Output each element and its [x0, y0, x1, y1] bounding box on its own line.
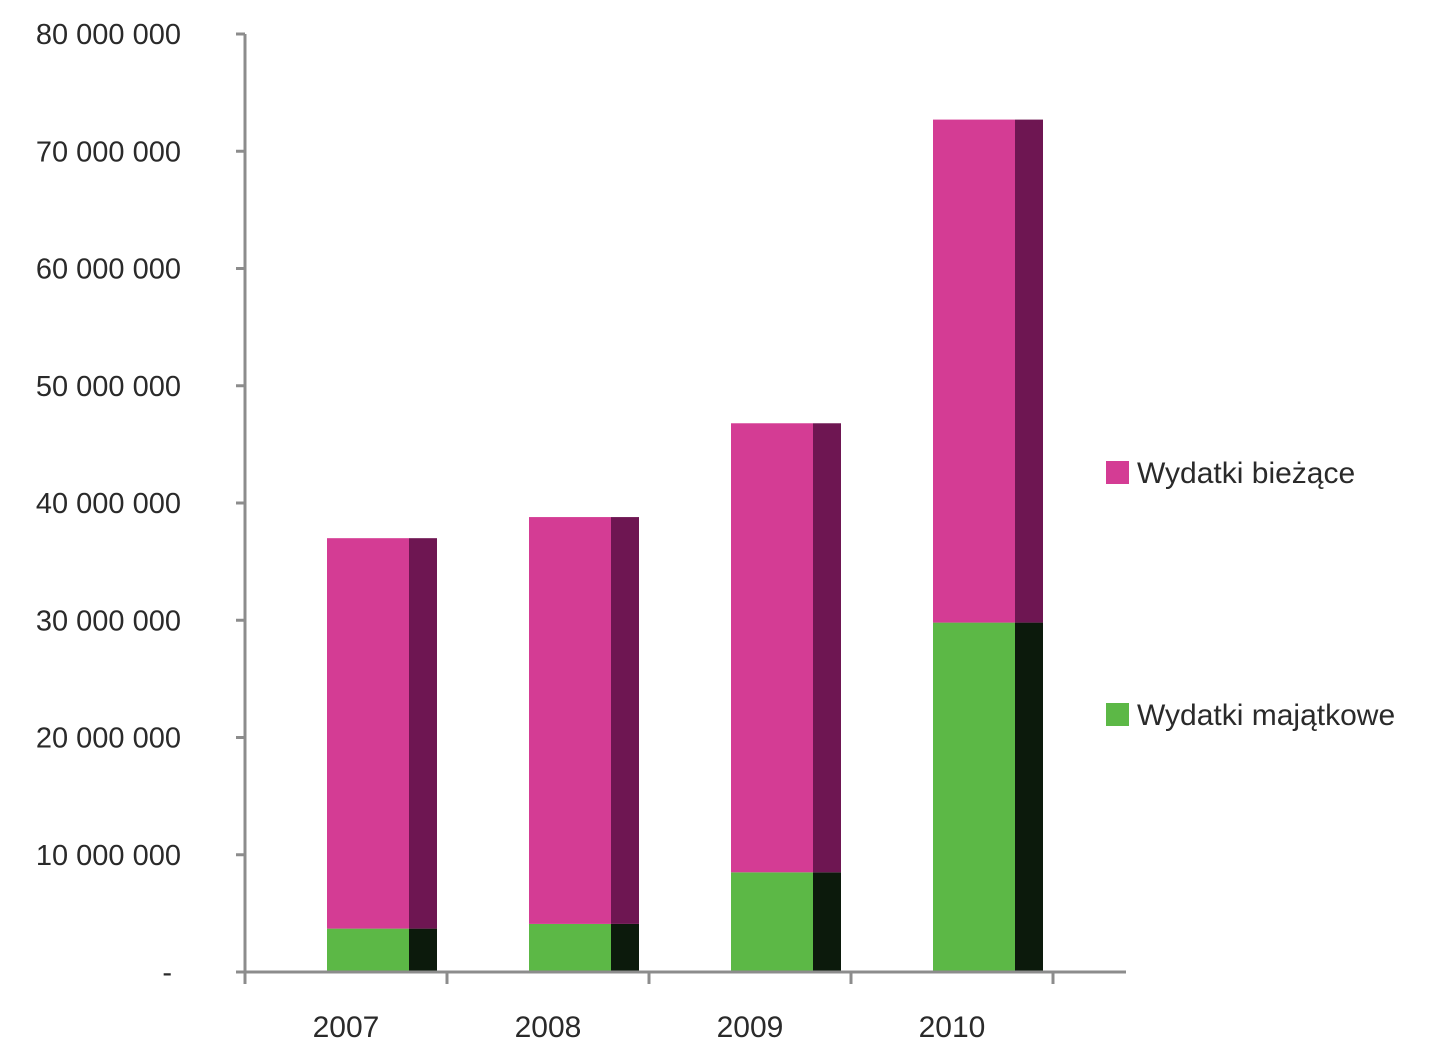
plot-area: [327, 119, 1043, 972]
y-tick-label: 30 000 000: [36, 605, 181, 637]
bar-2008-series-0: [529, 923, 611, 972]
legend-label-0: Wydatki bieżące: [1137, 457, 1355, 490]
bar-shade-2010-series-1: [1015, 119, 1043, 623]
bar-shade-2007-series-1: [409, 538, 437, 929]
x-tick-label-2009: 2009: [717, 1011, 784, 1044]
y-tick-label: 10 000 000: [36, 840, 181, 872]
bar-2007-series-0: [327, 928, 409, 972]
x-tick-label-2007: 2007: [313, 1011, 380, 1044]
y-axis: - 10 000 000 20 000 000 30 000 000 40 000 00…: [36, 19, 247, 989]
bar-shade-2008-series-0: [611, 923, 639, 972]
bar-shade-2009-series-1: [813, 423, 841, 873]
bar-shade-2009-series-0: [813, 872, 841, 972]
y-tick-label: 60 000 000: [36, 254, 181, 286]
y-tick-label: 20 000 000: [36, 723, 181, 755]
y-tick-label: 80 000 000: [36, 19, 181, 51]
y-tick-label: -: [162, 957, 172, 989]
bar-2009-series-0: [731, 872, 813, 972]
legend-label-1: Wydatki majątkowe: [1137, 699, 1395, 732]
bar-shade-2010-series-0: [1015, 622, 1043, 972]
bar-shade-2007-series-0: [409, 928, 437, 972]
bar-shade-2008-series-1: [611, 517, 639, 924]
x-axis: 2007 2008 2009 2010: [243, 970, 1126, 1044]
bar-2010-series-1: [933, 119, 1015, 623]
legend-swatch-1: [1106, 703, 1129, 726]
bar-2009-series-1: [731, 423, 813, 873]
legend-swatch-0: [1106, 461, 1129, 484]
y-tick-label: 40 000 000: [36, 488, 181, 520]
bar-2008-series-1: [529, 517, 611, 924]
bar-2007-series-1: [327, 538, 409, 929]
y-tick-label: 70 000 000: [36, 136, 181, 168]
legend: Wydatki bieżące Wydatki majątkowe: [1106, 457, 1395, 732]
bar-2010-series-0: [933, 622, 1015, 972]
y-tick-label: 50 000 000: [36, 371, 181, 403]
x-tick-label-2010: 2010: [919, 1011, 986, 1044]
x-tick-label-2008: 2008: [515, 1011, 582, 1044]
